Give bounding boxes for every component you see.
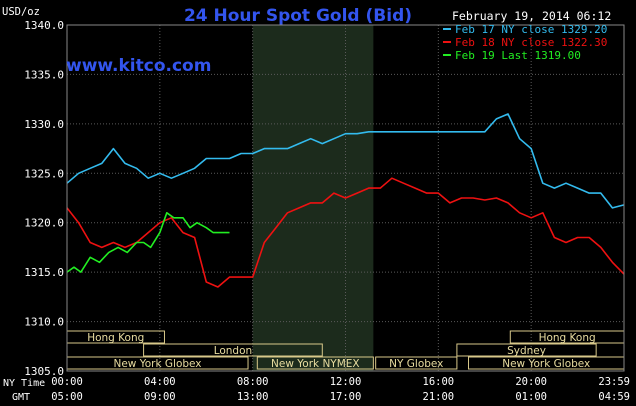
series-line-feb-18 bbox=[66, 177, 625, 288]
session-bar bbox=[375, 356, 458, 370]
y-tick-label: 1325.0 bbox=[24, 167, 64, 180]
axis-layer: 1340.0 1335.0 1330.0 1325.0 1320.0 1315.0 1310… bbox=[24, 19, 630, 403]
gmt-label: GMT bbox=[12, 392, 30, 403]
x-tick-label-gmt: 04:59 bbox=[598, 391, 630, 403]
x-tick-label-gmt: 17:00 bbox=[330, 391, 362, 403]
legend-entry: Feb 17 NY close 1329.20 bbox=[455, 23, 607, 36]
session-label: Hong Kong bbox=[539, 332, 596, 344]
x-tick-label-ny: 23:59 bbox=[598, 376, 630, 388]
x-tick-label-gmt: 13:00 bbox=[237, 391, 269, 403]
x-tick-label-ny: 08:00 bbox=[237, 376, 269, 388]
session-bar bbox=[256, 356, 374, 370]
x-tick-label-gmt: 09:00 bbox=[144, 391, 176, 403]
y-tick-label: 1335.0 bbox=[24, 68, 64, 81]
x-tick-label-gmt: 21:00 bbox=[423, 391, 455, 403]
legend-entry: Feb 18 NY close 1322.30 bbox=[455, 36, 607, 49]
legend-entry: Feb 19 Last 1319.00 bbox=[455, 49, 581, 62]
series-layer bbox=[66, 113, 625, 288]
session-label: New York NYMEX bbox=[271, 358, 360, 370]
session-label: New York Globex bbox=[502, 358, 590, 370]
x-tick-label-ny: 12:00 bbox=[330, 376, 362, 388]
session-label: Hong Kong bbox=[87, 332, 144, 344]
chart-title: 24 Hour Spot Gold (Bid) bbox=[184, 6, 412, 26]
x-tick-label-gmt: 05:00 bbox=[51, 391, 83, 403]
series-line-feb-19 bbox=[66, 212, 230, 273]
y-tick-label: 1305.0 bbox=[24, 365, 64, 378]
x-tick-label-ny: 04:00 bbox=[144, 376, 176, 388]
shaded-session-layer bbox=[252, 25, 374, 371]
x-tick-label-gmt: 01:00 bbox=[515, 391, 547, 403]
plot-frame bbox=[66, 24, 625, 372]
y-tick-label: 1320.0 bbox=[24, 217, 64, 230]
y-tick-label: 1310.0 bbox=[24, 316, 64, 329]
y-tick-label: 1315.0 bbox=[24, 266, 64, 279]
shaded-region-0 bbox=[252, 25, 374, 371]
session-bar bbox=[143, 343, 323, 357]
session-label: London bbox=[214, 345, 253, 357]
y-unit-label: USD/oz bbox=[2, 6, 40, 18]
session-label: NY Globex bbox=[389, 358, 443, 370]
watermark: www.kitco.com bbox=[66, 56, 211, 76]
y-tick-label: 1330.0 bbox=[24, 118, 64, 131]
ny-time-label: NY Time bbox=[3, 378, 45, 389]
x-tick-label-ny: 00:00 bbox=[51, 376, 83, 388]
x-tick-label-ny: 16:00 bbox=[423, 376, 455, 388]
y-tick-label: 1340.0 bbox=[24, 19, 64, 32]
session-label: New York Globex bbox=[113, 358, 201, 370]
x-tick-label-ny: 20:00 bbox=[515, 376, 547, 388]
series-line-feb-17 bbox=[66, 113, 625, 209]
session-label: Sydney bbox=[507, 345, 546, 357]
chart-date: February 19, 2014 06:12 bbox=[452, 9, 611, 23]
session-bar bbox=[456, 343, 597, 357]
